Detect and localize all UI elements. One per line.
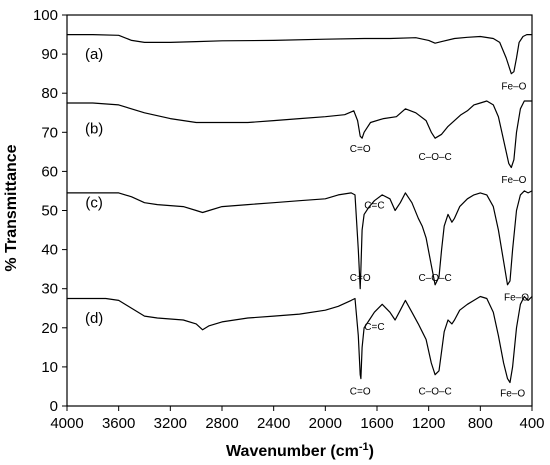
peak-annotation: C=O — [350, 386, 371, 397]
series-label: (a) — [85, 46, 103, 63]
y-tick-label: 20 — [41, 320, 58, 337]
peak-annotation: Fe–O — [504, 293, 529, 304]
x-tick-label: 3200 — [154, 415, 187, 432]
series-label: (b) — [85, 120, 103, 137]
peak-annotation: Fe–O — [501, 175, 526, 186]
peak-annotation: C=C — [364, 322, 384, 333]
peak-annotation: C–O–C — [418, 273, 451, 284]
spectrum-line-2 — [66, 100, 533, 169]
peak-annotation: Fe–O — [501, 81, 526, 92]
x-tick-label: 2000 — [309, 415, 342, 432]
spectrum-line-4 — [66, 295, 533, 384]
y-tick-label: 80 — [41, 85, 58, 102]
x-tick-label: 1600 — [360, 415, 393, 432]
y-tick-label: 0 — [50, 398, 58, 415]
series-label: (c) — [85, 195, 103, 212]
peak-annotation: C=C — [364, 201, 384, 212]
y-tick-label: 40 — [41, 242, 58, 259]
x-tick-label: 2800 — [205, 415, 238, 432]
x-tick-label: 2400 — [257, 415, 290, 432]
x-axis-title: Wavenumber (cm-1) — [226, 441, 374, 460]
y-tick-label: 10 — [41, 359, 58, 376]
spectrum-line-1 — [66, 34, 533, 75]
x-tick-label: 800 — [468, 415, 493, 432]
x-tick-label: 1200 — [412, 415, 445, 432]
x-tick-label: 400 — [519, 415, 544, 432]
series-label: (d) — [85, 310, 103, 327]
spectrum-line-3 — [66, 190, 533, 290]
peak-annotation: Fe–O — [500, 388, 525, 399]
peak-annotation: C–O–C — [418, 386, 451, 397]
plot-frame — [66, 14, 533, 407]
y-tick-label: 70 — [41, 124, 58, 141]
y-tick-label: 60 — [41, 163, 58, 180]
peak-annotation: C=O — [350, 144, 371, 155]
y-tick-label: 30 — [41, 281, 58, 298]
peak-annotation: C=O — [350, 273, 371, 284]
y-tick-label: 90 — [41, 46, 58, 63]
peak-annotation: C–O–C — [418, 152, 451, 163]
x-tick-label: 4000 — [50, 415, 83, 432]
y-tick-label: 100 — [33, 7, 58, 24]
x-tick-label: 3600 — [102, 415, 135, 432]
y-tick-label: 50 — [41, 203, 58, 220]
y-axis-title: % Transmittance — [3, 144, 20, 271]
